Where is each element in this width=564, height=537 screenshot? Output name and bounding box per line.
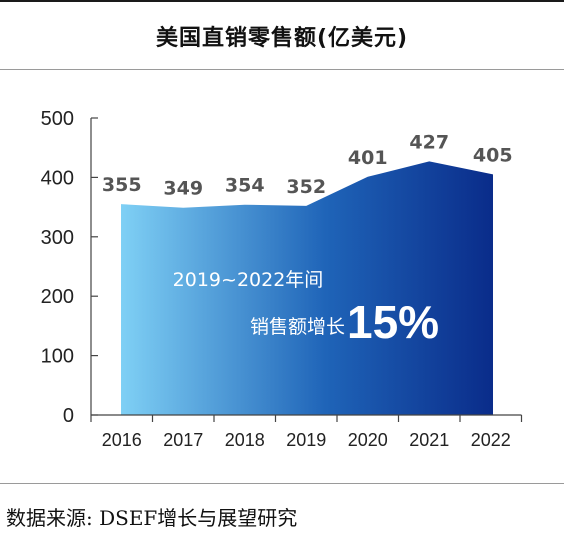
annotation-growth-value: 15% [347,296,439,348]
data-label: 427 [409,131,449,153]
data-label: 401 [348,147,388,169]
x-tick-label: 2016 [102,430,142,450]
footer-divider [0,483,564,484]
area-layer [121,161,493,415]
data-label: 349 [163,178,203,200]
y-tick-label: 300 [41,227,74,249]
area-chart: 0 100 200 300 400 500 2016 2017 2018 2019 2020 2021… [41,108,523,450]
data-label: 354 [225,175,265,197]
y-tick-label: 200 [41,286,74,308]
y-tick-label: 400 [41,167,74,189]
top-rule [0,0,564,2]
annotation-growth-label: 销售额增长 [250,316,345,338]
title-divider [0,69,564,70]
data-label: 355 [102,174,142,196]
x-tick-label: 2022 [471,430,511,450]
source-note: 数据来源: DSEF增长与展望研究 [6,506,298,530]
data-label-layer: 355 349 354 352 401 427 405 [102,131,513,199]
x-tick-label: 2019 [286,430,326,450]
chart-title: 美国直销零售额(亿美元) [155,26,409,51]
annotation-period: 2019~2022年间 [173,269,324,291]
annotation-layer: 2019~2022年间 销售额增长 15% [173,269,439,348]
x-tick-label: 2020 [348,430,388,450]
x-tick-label: 2017 [163,430,203,450]
data-label: 405 [473,144,513,166]
x-tick-label: 2018 [225,430,265,450]
axis-layer: 0 100 200 300 400 500 2016 2017 2018 2019 2020 2021… [41,108,523,450]
area-fill [121,161,493,415]
y-tick-label: 100 [41,346,74,368]
data-label: 352 [286,176,326,198]
y-tick-label: 500 [41,108,74,130]
x-tick-label: 2021 [409,430,449,450]
y-tick-label: 0 [63,405,74,427]
